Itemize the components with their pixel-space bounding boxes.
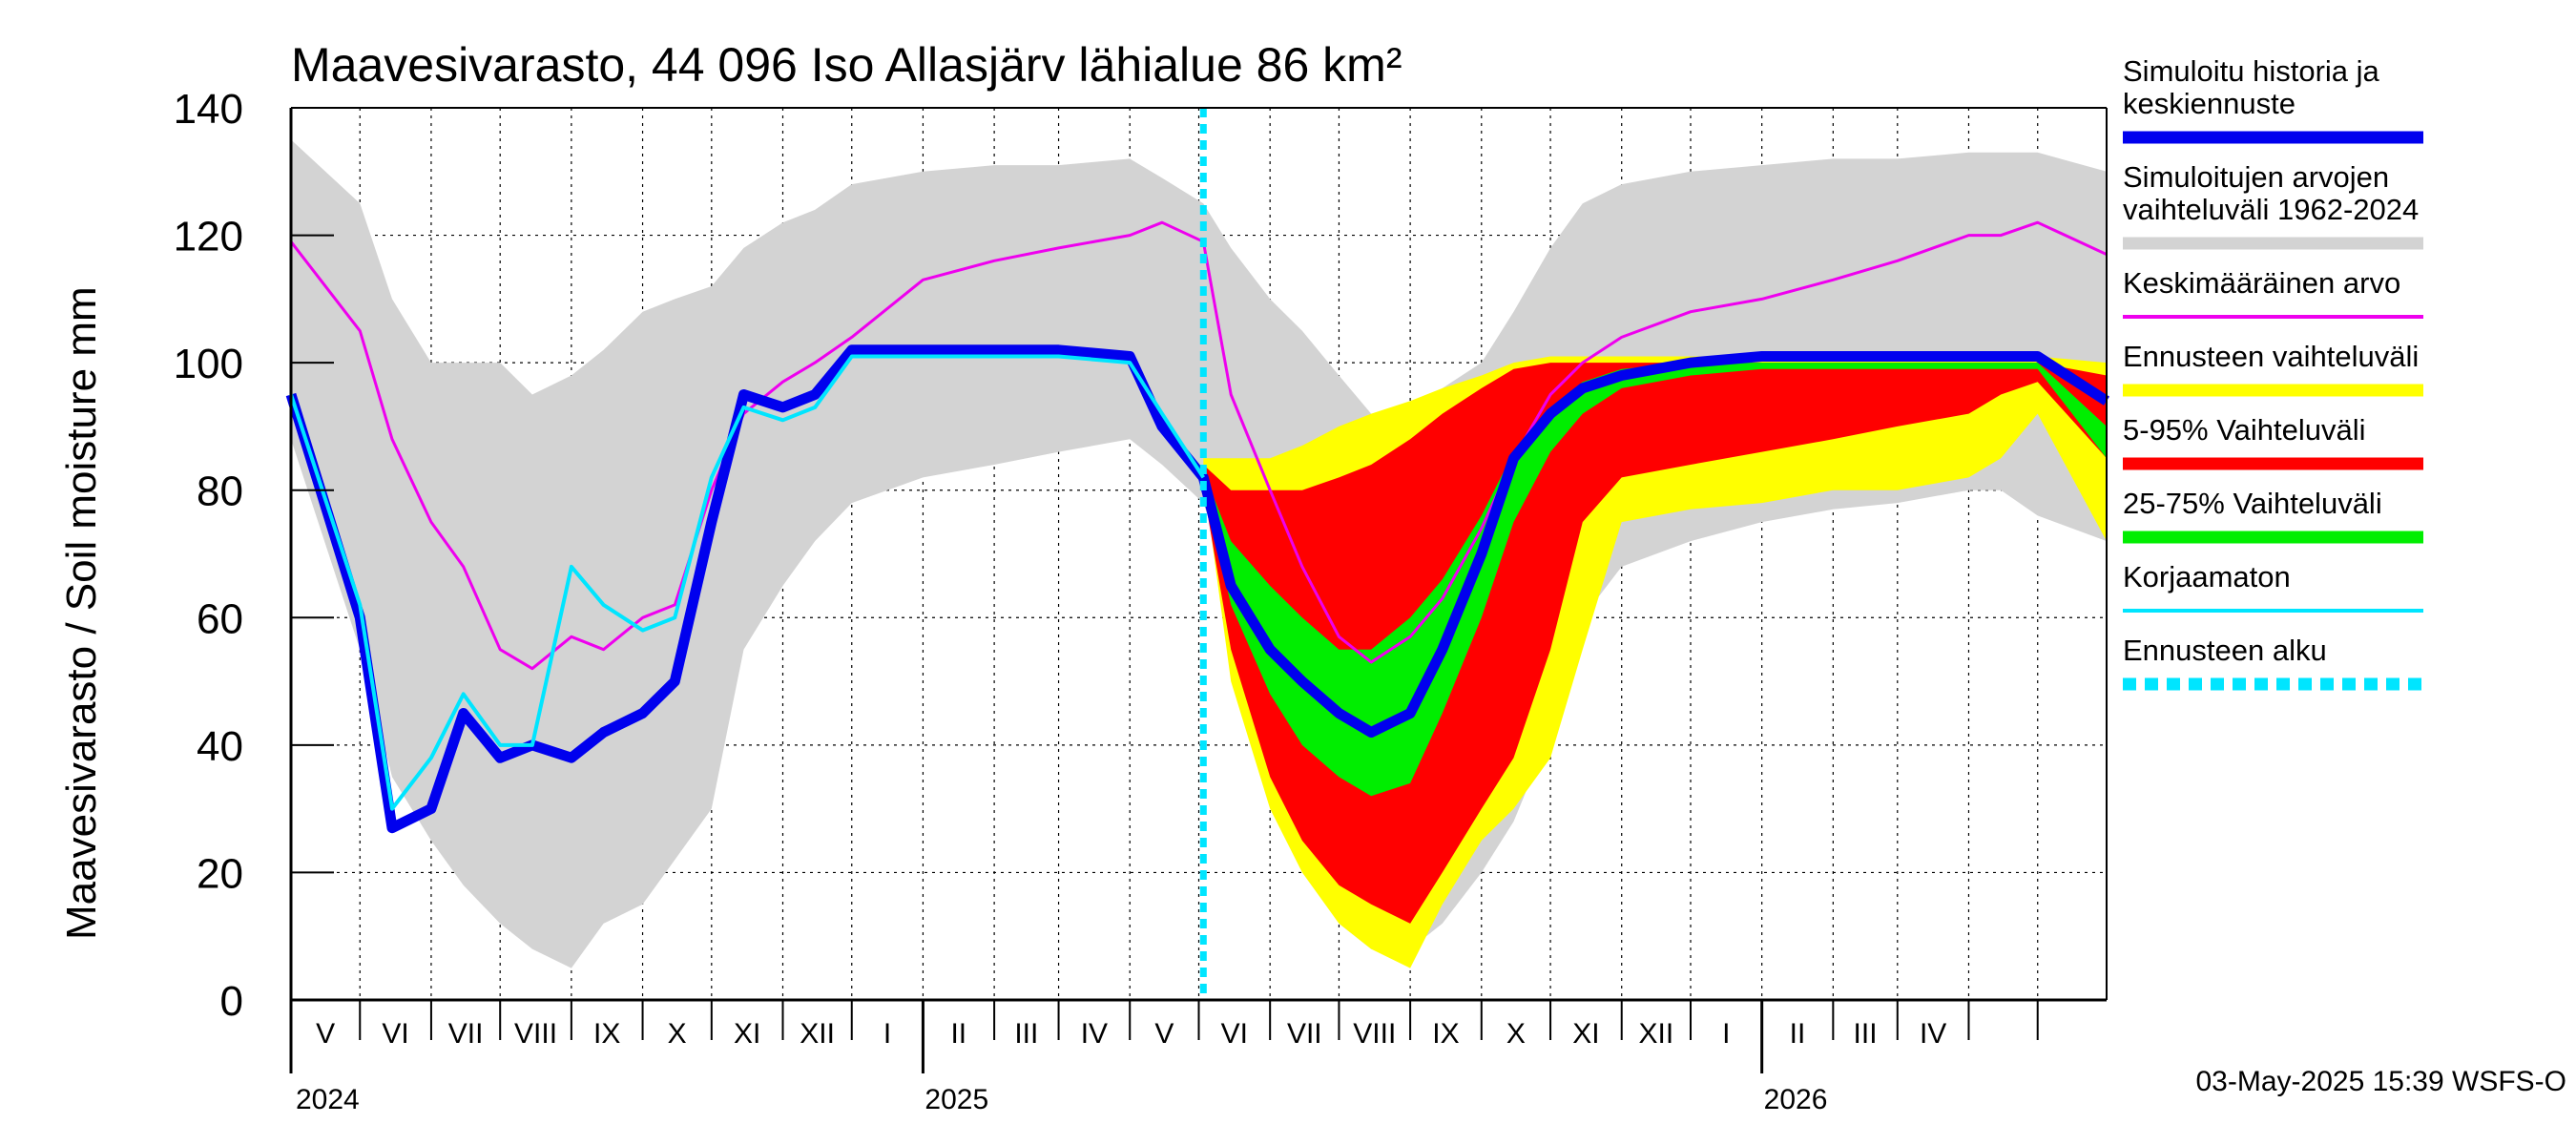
month-label: III bbox=[1014, 1018, 1038, 1050]
month-label: V bbox=[1154, 1018, 1174, 1050]
legend-label: 5-95% Vaihteluväli bbox=[2123, 413, 2365, 447]
range-bands bbox=[291, 139, 2107, 968]
month-label: VIII bbox=[514, 1018, 557, 1050]
y-tick-label: 0 bbox=[220, 978, 243, 1025]
legend-label: Simuloitu historia ja bbox=[2123, 54, 2380, 88]
average-line bbox=[289, 220, 2108, 671]
month-label: XII bbox=[800, 1018, 835, 1050]
legend-label: Ennusteen vaihteluväli bbox=[2123, 340, 2419, 373]
series-lines bbox=[285, 108, 2109, 1000]
legend-label: vaihteluväli 1962-2024 bbox=[2123, 193, 2419, 226]
month-label: IV bbox=[1081, 1018, 1108, 1050]
legend-item: Ennusteen vaihteluväli bbox=[2123, 340, 2423, 397]
month-label: IX bbox=[593, 1018, 620, 1050]
y-tick-label: 100 bbox=[174, 341, 243, 387]
month-label: VIII bbox=[1353, 1018, 1396, 1050]
year-label: 2026 bbox=[1764, 1084, 1828, 1115]
history-range-band bbox=[291, 139, 2107, 968]
month-label: VII bbox=[448, 1018, 484, 1050]
y-tick-label: 40 bbox=[197, 723, 243, 770]
legend-item: Korjaamaton bbox=[2123, 560, 2423, 613]
y-tick-label: 140 bbox=[174, 86, 243, 133]
year-label: 2024 bbox=[296, 1084, 360, 1115]
month-label: IX bbox=[1432, 1018, 1459, 1050]
month-label: II bbox=[950, 1018, 966, 1050]
y-axis-label: Maavesivarasto / Soil moisture mm bbox=[58, 286, 105, 940]
legend-label: 25-75% Vaihteluväli bbox=[2123, 487, 2382, 520]
month-label: XII bbox=[1639, 1018, 1674, 1050]
month-label: XI bbox=[1572, 1018, 1599, 1050]
month-label: VII bbox=[1287, 1018, 1322, 1050]
year-label: 2025 bbox=[924, 1084, 988, 1115]
month-label: III bbox=[1854, 1018, 1878, 1050]
month-label: VI bbox=[1221, 1018, 1248, 1050]
month-label: VI bbox=[382, 1018, 408, 1050]
legend-label: Simuloitujen arvojen bbox=[2123, 160, 2389, 194]
footer-timestamp: 03-May-2025 15:39 WSFS-O bbox=[2196, 1066, 2567, 1097]
legend-label: keskiennuste bbox=[2123, 87, 2296, 120]
y-tick-label: 80 bbox=[197, 468, 243, 515]
legend-label: Korjaamaton bbox=[2123, 560, 2291, 593]
legend-item: Ennusteen alku bbox=[2123, 634, 2423, 691]
y-tick-label: 60 bbox=[197, 595, 243, 642]
month-label: IV bbox=[1920, 1018, 1946, 1050]
chart-title: Maavesivarasto, 44 096 Iso Allasjärv läh… bbox=[291, 38, 1402, 92]
month-label: V bbox=[316, 1018, 335, 1050]
band-25-75 bbox=[1203, 363, 2107, 797]
month-label: I bbox=[883, 1018, 891, 1050]
legend-label: Ennusteen alku bbox=[2123, 634, 2327, 667]
y-tick-label: 20 bbox=[197, 850, 243, 897]
simulated-line bbox=[285, 344, 2109, 834]
legend-item: Keskimääräinen arvo bbox=[2123, 266, 2423, 319]
month-label: I bbox=[1722, 1018, 1730, 1050]
month-label: XI bbox=[734, 1018, 760, 1050]
band-5-95 bbox=[1203, 363, 2107, 924]
legend-label: Keskimääräinen arvo bbox=[2123, 266, 2400, 300]
legend-item: 5-95% Vaihteluväli bbox=[2123, 413, 2423, 470]
month-label: II bbox=[1790, 1018, 1806, 1050]
y-tick-label: 120 bbox=[174, 214, 243, 260]
legend: Simuloitu historia jakeskiennusteSimuloi… bbox=[2123, 54, 2423, 691]
month-label: X bbox=[668, 1018, 687, 1050]
uncorrected-line bbox=[289, 354, 1205, 811]
legend-item: 25-75% Vaihteluväli bbox=[2123, 487, 2423, 544]
month-label: X bbox=[1506, 1018, 1526, 1050]
